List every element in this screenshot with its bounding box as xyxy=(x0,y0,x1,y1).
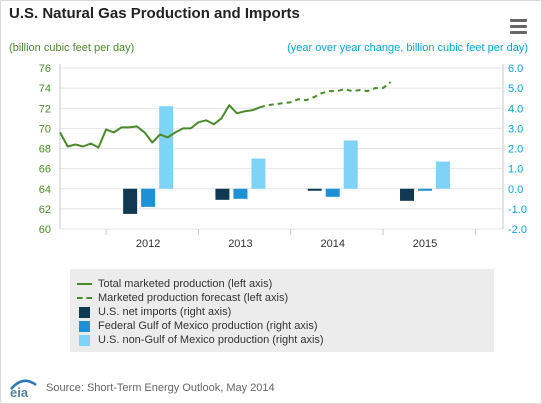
bar-u-s-non-gulf-of-mexico-production xyxy=(343,140,358,189)
legend-swatch-box xyxy=(79,306,90,318)
eia-logo: eia xyxy=(10,379,37,399)
left-tick-label: 76 xyxy=(39,63,51,75)
left-axis-unit: (billion cubic feet per day) xyxy=(9,42,135,54)
bar-series xyxy=(123,106,451,214)
bar-u-s-net-imports xyxy=(215,188,230,200)
legend-label: U.S. net imports (right axis) xyxy=(98,306,232,318)
chart-title: U.S. Natural Gas Production and Imports xyxy=(9,5,300,22)
bar-u-s-net-imports xyxy=(307,188,322,191)
x-tick-label: 2015 xyxy=(413,238,437,250)
legend-item-federal-gom[interactable]: Federal Gulf of Mexico production (right… xyxy=(70,319,317,333)
chart-legend: Total marketed production (left axis) Ma… xyxy=(70,269,494,352)
left-tick-label: 66 xyxy=(39,164,51,176)
x-axis-labels: 2012 2013 2014 2015 xyxy=(105,229,476,250)
right-axis-ticks: -2.0 -1.0 0.0 1.0 2.0 3.0 4.0 5.0 6.0 xyxy=(508,63,527,236)
bar-u-s-net-imports xyxy=(123,188,138,214)
bar-u-s-non-gulf-of-mexico-production xyxy=(251,158,266,189)
legend-item-non-gom[interactable]: U.S. non-Gulf of Mexico production (righ… xyxy=(70,333,324,347)
legend-label: Federal Gulf of Mexico production (right… xyxy=(98,320,318,332)
left-tick-label: 62 xyxy=(39,204,51,216)
bar-federal-gulf-of-mexico-production xyxy=(418,188,433,191)
legend-item-forecast[interactable]: Marketed production forecast (left axis) xyxy=(70,291,288,305)
legend-item-production[interactable]: Total marketed production (left axis) xyxy=(70,277,272,291)
bar-federal-gulf-of-mexico-production xyxy=(233,188,248,199)
bar-federal-gulf-of-mexico-production xyxy=(325,188,340,197)
line-series xyxy=(59,81,392,149)
production-history-line xyxy=(59,104,261,149)
left-tick-label: 74 xyxy=(39,83,51,95)
bar-u-s-non-gulf-of-mexico-production xyxy=(159,106,174,189)
legend-label: Marketed production forecast (left axis) xyxy=(98,292,289,304)
right-tick-label: 4.0 xyxy=(508,103,523,115)
legend-label: Total marketed production (left axis) xyxy=(98,278,273,290)
right-axis-unit: (year over year change, billion cubic fe… xyxy=(287,42,528,54)
legend-swatch-line xyxy=(77,283,92,285)
bar-u-s-non-gulf-of-mexico-production xyxy=(436,161,451,189)
left-tick-label: 60 xyxy=(39,224,51,236)
bar-u-s-net-imports xyxy=(400,188,415,201)
legend-swatch-box xyxy=(79,320,90,332)
right-tick-label: -2.0 xyxy=(508,224,527,236)
production-forecast-line xyxy=(259,81,392,109)
svg-text:eia: eia xyxy=(10,385,29,399)
legend-swatch-box xyxy=(79,334,90,346)
right-tick-label: 6.0 xyxy=(508,63,523,75)
right-tick-label: 3.0 xyxy=(508,123,523,135)
x-tick-label: 2013 xyxy=(228,238,252,250)
legend-label: U.S. non-Gulf of Mexico production (righ… xyxy=(98,334,324,346)
right-tick-label: 5.0 xyxy=(508,83,523,95)
left-tick-label: 72 xyxy=(39,103,51,115)
bar-federal-gulf-of-mexico-production xyxy=(141,188,156,207)
right-tick-label: 0.0 xyxy=(508,184,523,196)
x-tick-label: 2012 xyxy=(136,238,160,250)
x-tick-label: 2014 xyxy=(320,238,344,250)
legend-item-net-imports[interactable]: U.S. net imports (right axis) xyxy=(70,305,231,319)
hamburger-menu-icon[interactable] xyxy=(510,19,527,34)
right-tick-label: -1.0 xyxy=(508,204,527,216)
source-note: Source: Short-Term Energy Outlook, May 2… xyxy=(46,382,275,394)
right-tick-label: 1.0 xyxy=(508,164,523,176)
left-tick-label: 68 xyxy=(39,144,51,156)
left-tick-label: 64 xyxy=(39,184,51,196)
left-axis-ticks: 60 62 64 66 68 70 72 74 76 xyxy=(39,63,51,236)
left-tick-label: 70 xyxy=(39,123,51,135)
legend-swatch-dash xyxy=(77,297,92,299)
right-tick-label: 2.0 xyxy=(508,144,523,156)
